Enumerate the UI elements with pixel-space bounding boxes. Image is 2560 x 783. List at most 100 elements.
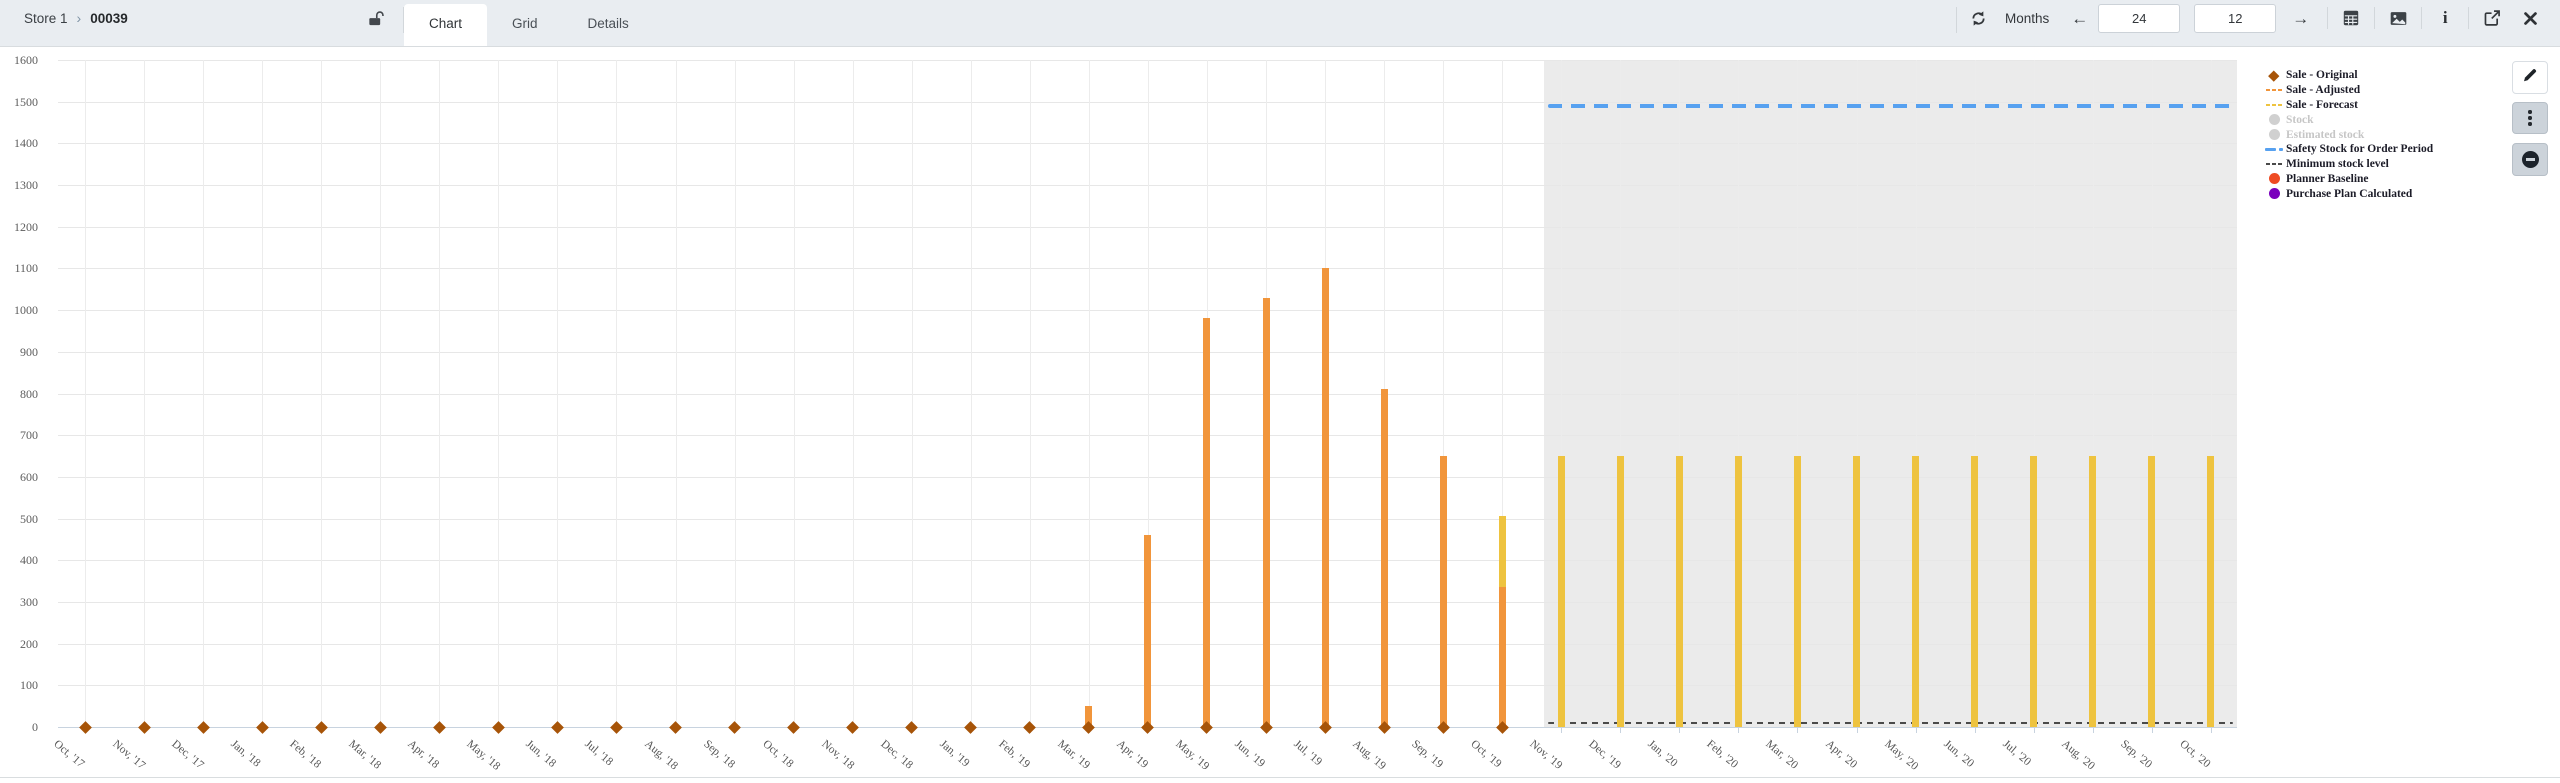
marker-sale-original[interactable] [846, 720, 860, 734]
bar-sale-forecast[interactable] [2030, 456, 2038, 727]
v-gridline [675, 60, 677, 727]
header-divider [1956, 7, 1957, 33]
close-icon[interactable] [2517, 5, 2543, 31]
v-gridline [1088, 60, 1090, 727]
bar-sale-adjusted[interactable] [1498, 587, 1506, 727]
legend-item-purchase-plan-calculated[interactable]: Purchase Plan Calculated [2262, 186, 2433, 201]
marker-sale-original[interactable] [314, 720, 328, 734]
marker-sale-original[interactable] [491, 720, 505, 734]
marker-sale-original[interactable] [196, 720, 210, 734]
period-controls: Months ← → i [1956, 0, 2560, 36]
marker-sale-original[interactable] [255, 720, 269, 734]
x-axis-tick-label: Nov, '19 [1527, 738, 1565, 772]
v-gridline [85, 60, 86, 727]
bar-sale-adjusted[interactable] [1439, 456, 1447, 727]
marker-sale-original[interactable] [669, 720, 682, 734]
v-gridline [1974, 60, 1976, 727]
marker-sale-original[interactable] [610, 720, 623, 734]
v-gridline [1029, 60, 1031, 727]
legend-item-sale-adjusted[interactable]: Sale - Adjusted [2262, 83, 2433, 98]
x-axis-tick [1561, 727, 1563, 733]
y-axis-tick-label: 500 [20, 511, 38, 526]
x-axis-tick [1797, 727, 1799, 733]
h-gridline [58, 101, 2237, 103]
bar-sale-forecast[interactable] [2207, 456, 2215, 727]
x-axis-tick-label: May, '19 [1173, 738, 1212, 773]
bottom-divider [0, 777, 2560, 778]
legend-item-planner-baseline[interactable]: Planner Baseline [2262, 172, 2433, 187]
tab-grid[interactable]: Grid [512, 16, 538, 31]
arrow-left-icon[interactable]: ← [2071, 8, 2089, 28]
v-gridline [2210, 60, 2212, 727]
bar-sale-forecast[interactable] [1734, 456, 1742, 727]
image-icon[interactable] [2385, 5, 2411, 31]
h-gridline [58, 351, 2237, 353]
bar-sale-forecast[interactable] [1557, 456, 1565, 727]
bar-sale-forecast[interactable] [1498, 516, 1506, 588]
edit-button[interactable] [2512, 61, 2548, 94]
marker-sale-original[interactable] [728, 720, 741, 734]
bar-sale-adjusted[interactable] [1085, 706, 1093, 727]
legend-item-estimated-stock[interactable]: Estimated stock [2262, 127, 2433, 142]
bar-sale-forecast[interactable] [2089, 456, 2097, 727]
arrow-right-icon[interactable]: → [2292, 8, 2310, 28]
x-axis-tick-label: Nov, '18 [818, 738, 857, 772]
tab-chart[interactable]: Chart [404, 4, 488, 46]
more-options-button[interactable] [2512, 102, 2548, 134]
y-axis-tick-label: 1500 [14, 94, 38, 109]
legend-item-stock[interactable]: Stock [2262, 112, 2433, 127]
y-axis-tick-label: 200 [20, 636, 38, 651]
marker-sale-original[interactable] [905, 720, 919, 734]
marker-sale-original[interactable] [373, 720, 387, 734]
bar-sale-forecast[interactable] [1971, 456, 1979, 727]
bar-sale-adjusted[interactable] [1203, 318, 1211, 727]
bar-sale-forecast[interactable] [1853, 456, 1860, 727]
v-gridline [1147, 60, 1149, 727]
x-axis-tick [1738, 727, 1740, 733]
bar-sale-adjusted[interactable] [1380, 389, 1388, 727]
v-gridline [734, 60, 736, 727]
legend-item-minimum-stock-level[interactable]: Minimum stock level [2262, 157, 2433, 172]
history-months-input[interactable] [2098, 3, 2181, 33]
dash-small-icon [2262, 163, 2286, 165]
calculator-icon[interactable] [2338, 5, 2364, 31]
y-axis-tick-label: 600 [20, 469, 38, 484]
refresh-icon[interactable] [1965, 5, 1991, 31]
bar-sale-forecast[interactable] [2148, 456, 2156, 727]
header-divider [2374, 7, 2376, 29]
marker-sale-original[interactable] [964, 720, 978, 734]
external-link-icon[interactable] [2479, 5, 2505, 31]
dash-blue-icon [2262, 147, 2286, 151]
marker-sale-original[interactable] [1023, 720, 1037, 734]
bar-sale-adjusted[interactable] [1321, 268, 1329, 727]
bar-sale-adjusted[interactable] [1262, 297, 1270, 727]
bar-sale-adjusted[interactable] [1144, 535, 1152, 727]
header-divider [2468, 7, 2470, 29]
v-gridline [616, 60, 618, 727]
marker-sale-original[interactable] [78, 720, 92, 734]
forecast-months-input[interactable] [2194, 3, 2277, 33]
legend-item-sale-original[interactable]: Sale - Original [2262, 68, 2433, 83]
info-icon[interactable]: i [2442, 8, 2448, 27]
x-axis-tick-label: May, '18 [464, 738, 503, 773]
legend-label: Estimated stock [2286, 128, 2365, 141]
bar-sale-forecast[interactable] [1675, 456, 1683, 727]
marker-sale-original[interactable] [787, 720, 800, 734]
y-axis-tick-label: 0 [32, 720, 38, 734]
legend-item-safety-stock-for-order-period[interactable]: Safety Stock for Order Period [2262, 142, 2433, 157]
disable-button[interactable] [2512, 143, 2548, 176]
marker-sale-original[interactable] [551, 720, 564, 734]
bar-sale-forecast[interactable] [1616, 456, 1624, 727]
unlock-icon[interactable] [362, 5, 388, 31]
breadcrumb-item-id: 00039 [90, 10, 128, 26]
x-axis-tick-label: Apr, '18 [405, 738, 442, 771]
tab-details[interactable]: Details [587, 16, 629, 31]
x-axis-tick [1679, 727, 1681, 733]
bar-sale-forecast[interactable] [1793, 456, 1801, 727]
legend-item-sale-forecast[interactable]: Sale - Forecast [2262, 98, 2433, 113]
bar-sale-forecast[interactable] [1912, 456, 1920, 727]
chevron-right-icon: › [76, 10, 82, 26]
marker-sale-original[interactable] [432, 720, 446, 734]
breadcrumb-store[interactable]: Store 1 [24, 10, 68, 26]
marker-sale-original[interactable] [137, 720, 151, 734]
